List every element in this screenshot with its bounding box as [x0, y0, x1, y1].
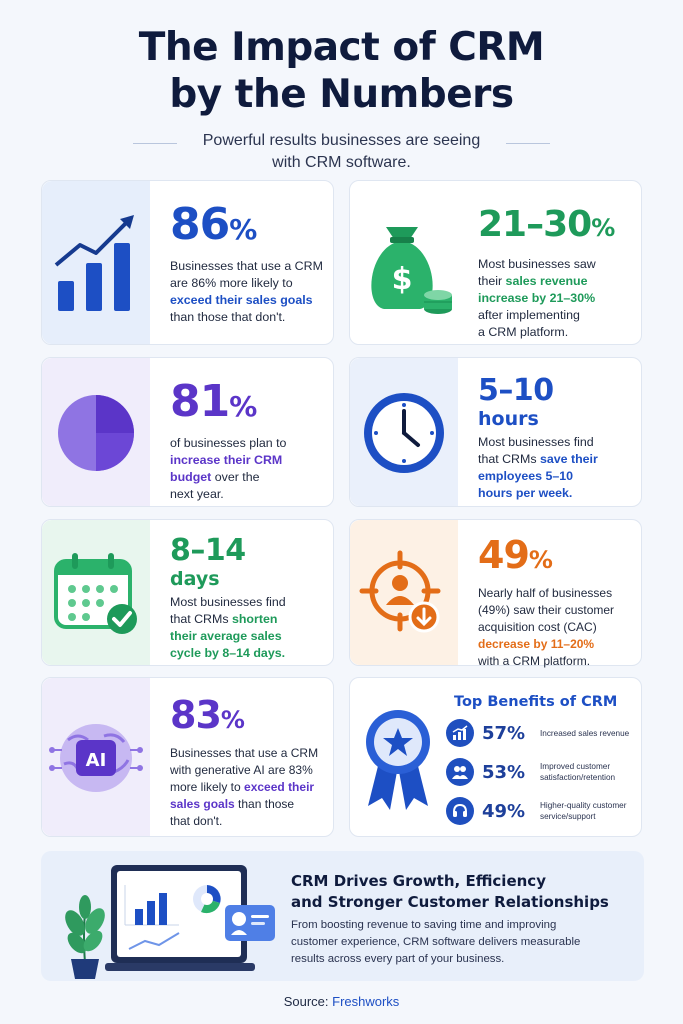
pie-chart-icon: [58, 395, 134, 471]
users-icon: [452, 766, 468, 779]
divider-left: [133, 143, 177, 144]
divider-right: [506, 143, 550, 144]
stat-card-83: AI 83% Businesses that use a CRM with ge…: [41, 677, 334, 837]
stat-card-21-30: $ 21–30% Most businesses saw their sales…: [349, 180, 642, 345]
benefit-value: 49%: [482, 801, 526, 822]
stat-number: 83: [170, 693, 222, 737]
stat-card-86: 86% Businesses that use a CRM are 86% mo…: [41, 180, 334, 345]
stat-unit: days: [170, 568, 220, 590]
svg-text:$: $: [392, 262, 413, 297]
stat-description: Businesses that use a CRM with generativ…: [170, 746, 319, 828]
benefit-label: Higher-quality customer service/support: [540, 801, 627, 821]
award-ribbon-icon: [366, 710, 430, 810]
stat-number: 86: [170, 199, 230, 250]
chart-icon: [452, 725, 468, 740]
stat-description: of businesses plan to increase their CRM…: [170, 436, 287, 501]
ai-brain-icon: AI: [49, 724, 143, 792]
stat-description: Most businesses saw their sales revenue …: [478, 257, 596, 339]
stat-card-49: 49% Nearly half of businesses (49%) saw …: [349, 519, 642, 668]
clock-icon: [364, 393, 444, 473]
stat-number: 21–30: [478, 204, 592, 245]
stat-description: Businesses that use a CRM are 86% more l…: [170, 259, 323, 324]
benefits-title: Top Benefits of CRM: [454, 694, 618, 710]
stat-unit: hours: [478, 408, 539, 430]
stat-description: Most businesses find that CRMs save thei…: [478, 435, 598, 500]
calendar-check-icon: [54, 553, 137, 634]
source-credit: Source: Freshworks: [283, 994, 400, 1009]
summary-banner: CRM Drives Growth, Efficiency and Strong…: [41, 851, 644, 981]
stat-number: 5–10: [478, 373, 554, 408]
stat-card-8-14-days: 8–14 days Most businesses find that CRMs…: [41, 519, 334, 666]
benefits-card: Top Benefits of CRM 57% Increased sales …: [349, 677, 642, 837]
svg-text:AI: AI: [86, 750, 107, 771]
benefit-row: 53% Improved customer satisfaction/reten…: [446, 758, 642, 788]
laptop-dashboard-illustration: [65, 865, 275, 979]
source-link[interactable]: Freshworks: [332, 994, 400, 1009]
page-title: The Impact of CRM by the Numbers: [138, 25, 545, 117]
money-bag-icon: $: [371, 227, 452, 314]
stat-number: 81: [170, 376, 230, 427]
benefit-label: Improved customer satisfaction/retention: [540, 762, 616, 782]
banner-heading: CRM Drives Growth, Efficiency and Strong…: [291, 872, 609, 911]
benefit-row: 57% Increased sales revenue: [446, 719, 642, 749]
growth-bar-chart-icon: [54, 215, 134, 311]
stat-number: 8–14: [170, 533, 246, 568]
benefit-label: Increased sales revenue: [540, 729, 630, 738]
stat-number: 49: [478, 533, 530, 577]
benefit-row: 49% Higher-quality customer service/supp…: [446, 797, 642, 827]
stat-description: Nearly half of businesses (49%) saw thei…: [478, 586, 615, 668]
stat-card-5-10-hours: 5–10 hours Most businesses find that CRM…: [349, 357, 642, 507]
headset-icon: [453, 803, 467, 817]
benefit-value: 53%: [482, 762, 526, 783]
banner-body: From boosting revenue to saving time and…: [291, 919, 581, 965]
target-user-icon: [359, 550, 441, 633]
stat-description: Most businesses find that CRMs shorten t…: [170, 595, 286, 660]
page-subtitle: Powerful results businesses are seeing w…: [202, 132, 481, 171]
stat-card-81: 81% of businesses plan to increase their…: [41, 357, 334, 507]
benefit-value: 57%: [482, 723, 526, 744]
